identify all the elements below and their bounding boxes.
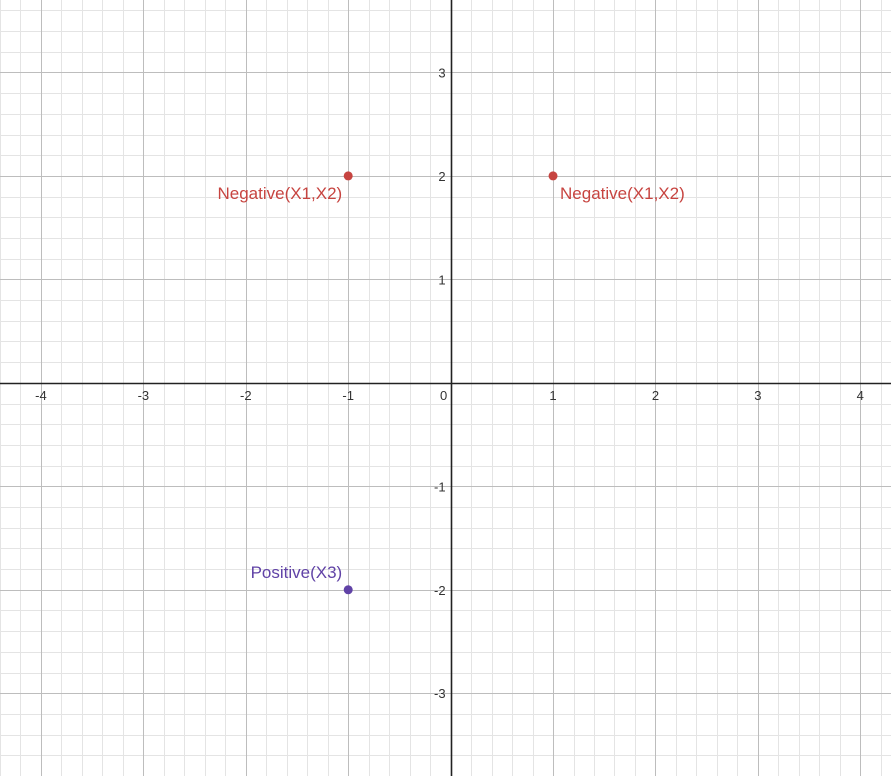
- y-tick-label: -2: [434, 583, 446, 598]
- y-tick-label: 1: [438, 272, 445, 287]
- x-tick-label: -4: [35, 388, 47, 403]
- point-label: Positive(X3): [251, 563, 343, 582]
- point-label: Negative(X1,X2): [217, 184, 342, 203]
- x-tick-label: -2: [240, 388, 252, 403]
- x-tick-label: -1: [342, 388, 354, 403]
- data-point: [343, 585, 353, 595]
- y-tick-label: -1: [434, 479, 446, 494]
- data-point: [343, 171, 353, 181]
- data-points: Negative(X1,X2) Negative(X1,X2) Positive(X…: [217, 171, 685, 595]
- x-tick-label: 0: [440, 388, 447, 403]
- y-tick-label: 2: [438, 169, 445, 184]
- y-tick-label: -3: [434, 686, 446, 701]
- point-label: Negative(X1,X2): [560, 184, 685, 203]
- x-tick-label: 2: [652, 388, 659, 403]
- x-tick-label: 4: [857, 388, 864, 403]
- x-tick-label: -3: [138, 388, 150, 403]
- tick-labels: -4 -3 -2 -1 0 1 2 3 4 -3 -2 -1 1 2 3: [35, 65, 864, 701]
- x-tick-label: 3: [754, 388, 761, 403]
- y-tick-label: 3: [438, 65, 445, 80]
- x-tick-label: 1: [549, 388, 556, 403]
- data-point: [548, 171, 558, 181]
